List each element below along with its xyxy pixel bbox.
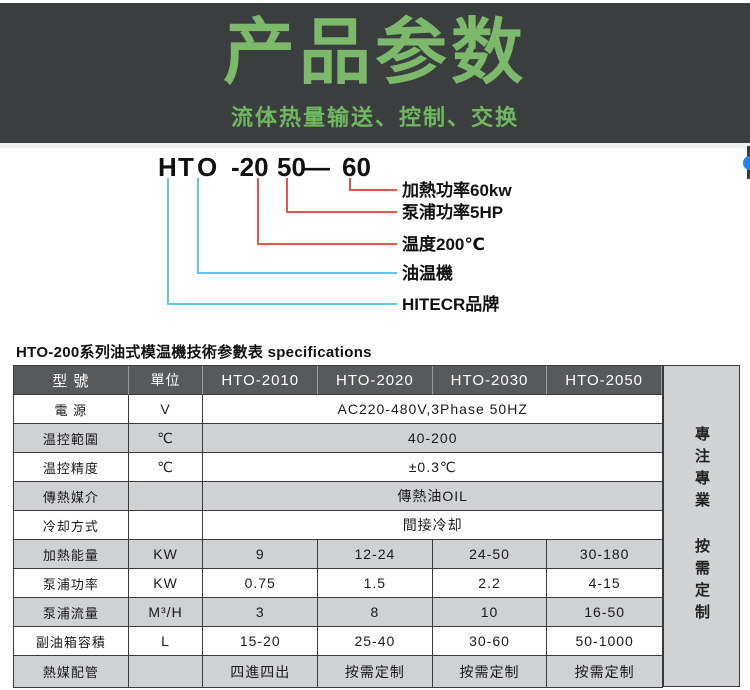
row-value: 9 [203, 540, 319, 569]
callout-temperature: 温度200℃ [402, 235, 485, 254]
side-note-custom: 按需定制 [693, 538, 710, 626]
row-value: 24-50 [432, 540, 548, 569]
row-unit: KW [128, 569, 204, 598]
callout-machine-type: 油温機 [402, 264, 453, 283]
row-label: 副油箱容積 [14, 627, 129, 656]
callout-line-brand [167, 178, 169, 305]
banner-underline [0, 143, 750, 148]
callout-line-brand [167, 303, 397, 305]
callout-brand: HITECR品牌 [402, 295, 500, 314]
edge-widget-button[interactable] [743, 156, 750, 170]
row-value: 0.75 [203, 569, 319, 598]
row-value: 4-15 [547, 569, 662, 598]
row-value: 50-1000 [547, 627, 662, 656]
callout-line-heating [349, 189, 397, 191]
row-label: 温控範圍 [14, 424, 129, 453]
spec-table: 型 號 單位 HTO-2010 HTO-2020 HTO-2030 HTO-20… [13, 365, 663, 688]
page-title: 产品参数 [222, 13, 527, 93]
table-row: 温控精度 ℃ ±0.3℃ [14, 453, 662, 482]
row-label: 泵浦流量 [14, 598, 129, 627]
row-unit [128, 482, 204, 511]
row-value: 1.5 [318, 569, 433, 598]
table-row: 副油箱容積 L 15-20 25-40 30-60 50-1000 [14, 627, 662, 656]
model-part: — [304, 152, 330, 182]
table-row: 加熱能量 KW 9 12-24 24-50 30-180 [14, 540, 662, 569]
row-unit: M³/H [128, 598, 204, 627]
row-label: 加熱能量 [14, 540, 129, 569]
page-subtitle: 流体热量输送、控制、交换 [230, 105, 519, 130]
table-row: 熱媒配管 四進四出 按需定制 按需定制 按需定制 [14, 656, 662, 687]
callout-line-heating [349, 178, 351, 191]
row-value: 25-40 [318, 627, 433, 656]
row-value: 30-180 [547, 540, 662, 569]
row-unit: L [128, 627, 204, 656]
row-value: 按需定制 [433, 656, 548, 687]
row-value: 12-24 [318, 540, 433, 569]
callout-line-machine-type [197, 272, 397, 274]
row-label: 温控精度 [14, 453, 129, 482]
row-unit [128, 511, 204, 540]
table-row: 泵浦流量 M³/H 3 8 10 16-50 [14, 598, 662, 627]
model-part: -20 [231, 152, 269, 182]
row-value: 按需定制 [318, 656, 433, 687]
row-unit: V [128, 395, 204, 424]
table-row: 温控範圍 ℃ 40-200 [14, 424, 662, 453]
row-value: AC220-480V,3Phase 50HZ [203, 395, 662, 424]
side-note-strip: 專注專業 按需定制 [663, 365, 740, 687]
row-value: ±0.3℃ [203, 453, 662, 482]
row-unit: ℃ [128, 424, 204, 453]
row-label: 冷却方式 [14, 511, 129, 540]
callout-line-machine-type [197, 178, 199, 274]
callout-heating-power: 加熱功率60kw [402, 181, 512, 200]
row-value: 8 [318, 598, 433, 627]
model-part: T [178, 152, 194, 182]
row-unit: ℃ [128, 453, 204, 482]
row-value: 3 [203, 598, 319, 627]
callout-line-pump-power [286, 178, 288, 213]
row-value: 10 [432, 598, 548, 627]
table-row: 傳熱媒介 傳熱油OIL [14, 482, 662, 511]
header-hto-2050: HTO-2050 [547, 366, 662, 395]
row-value: 2.2 [432, 569, 548, 598]
row-label: 熱媒配管 [14, 656, 129, 687]
callout-line-temperature [257, 243, 397, 245]
table-row: 電 源 V AC220-480V,3Phase 50HZ [14, 395, 662, 424]
model-part: 50 [277, 152, 306, 182]
row-value: 間接冷却 [203, 511, 662, 540]
row-value: 30-60 [432, 627, 548, 656]
row-unit: KW [128, 540, 204, 569]
row-label: 電 源 [14, 395, 129, 424]
side-note-focus: 專注專業 [693, 426, 710, 514]
row-value: 15-20 [203, 627, 319, 656]
row-label: 傳熱媒介 [14, 482, 129, 511]
header-hto-2010: HTO-2010 [203, 366, 319, 395]
header-hto-2020: HTO-2020 [318, 366, 433, 395]
header-unit-col: 單位 [128, 366, 204, 395]
table-header-row: 型 號 單位 HTO-2010 HTO-2020 HTO-2030 HTO-20… [14, 366, 662, 395]
row-label: 泵浦功率 [14, 569, 129, 598]
row-unit [129, 656, 204, 687]
callout-line-pump-power [286, 211, 397, 213]
callout-pump-power: 泵浦功率5HP [402, 203, 504, 222]
row-value: 傳熱油OIL [203, 482, 662, 511]
table-row: 冷却方式 間接冷却 [14, 511, 662, 540]
table-title: HTO-200系列油式模温機技術参數表 specifications [16, 344, 372, 361]
model-part: 60 [342, 152, 371, 182]
row-value: 40-200 [203, 424, 662, 453]
header-hto-2030: HTO-2030 [432, 366, 548, 395]
callout-line-temperature [257, 178, 259, 245]
model-part: O [197, 152, 218, 182]
banner: 产品参数 流体热量输送、控制、交换 [0, 3, 750, 143]
table-row: 泵浦功率 KW 0.75 1.5 2.2 4-15 [14, 569, 662, 598]
row-value: 四進四出 [203, 656, 319, 687]
row-value: 按需定制 [574, 663, 635, 680]
model-part: H [158, 152, 177, 182]
header-model-col: 型 號 [14, 366, 129, 395]
row-value: 16-50 [547, 598, 662, 627]
